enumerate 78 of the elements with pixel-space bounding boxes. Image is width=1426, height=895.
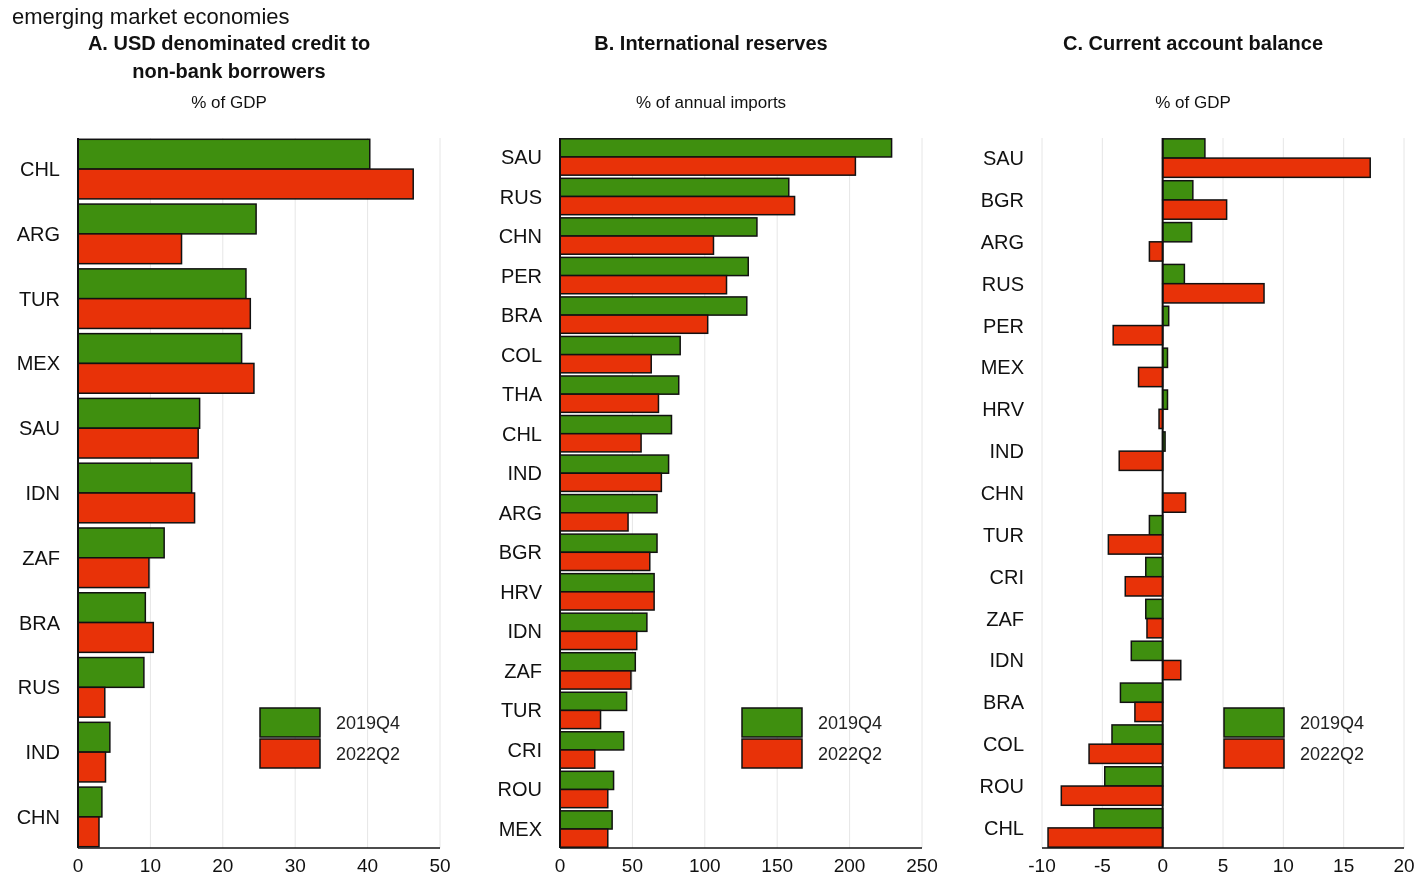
legend-label: 2019Q4 [818,713,883,733]
y-tick-label: RUS [981,272,1024,295]
y-tick-label: MEX [498,818,542,841]
legend-label: 2022Q2 [336,744,401,764]
y-tick-label: SAU [500,145,542,168]
y-tick-label: ARG [498,501,542,524]
x-tick-label: 200 [833,855,866,876]
y-tick-label: RUS [17,676,60,699]
y-tick-label: MEX [980,356,1024,379]
y-tick-label: ZAF [986,607,1024,630]
chart-title: B. International reserves [594,32,828,54]
y-tick-label: HRV [982,398,1025,421]
y-tick-label: BGR [498,541,542,564]
y-tick-label: IND [989,440,1024,463]
legend-label: 2019Q4 [336,713,401,733]
x-tick-label: 150 [761,855,794,876]
chart-subtitle: % of GDP [1155,93,1231,112]
x-tick-label: 0 [554,855,566,876]
y-tick-label: IDN [989,649,1024,672]
y-tick-label: PER [500,264,542,287]
y-tick-label: PER [982,314,1024,337]
legend-label: 2022Q2 [818,744,883,764]
x-tick-label: 20 [1393,855,1415,876]
legend-label: 2022Q2 [1300,744,1365,764]
y-tick-label: HRV [500,580,543,603]
y-tick-label: CHL [501,422,542,445]
chart-title: C. Current account balance [1062,32,1324,54]
y-tick-label: CHN [16,805,60,828]
x-tick-label: 15 [1333,855,1355,876]
y-tick-label: ZAF [504,659,542,682]
y-tick-label: BRA [500,304,543,327]
y-tick-label: TUR [18,287,60,310]
y-tick-label: THA [502,383,543,406]
y-tick-label: BRA [18,611,61,634]
chart-title: A. USD denominated credit to non-bank borrowers [87,32,371,82]
y-tick-label: ZAF [22,546,60,569]
x-tick-label: -10 [1028,855,1056,876]
x-tick-label: 30 [284,855,306,876]
y-tick-label: IND [25,741,60,764]
y-tick-label: TUR [500,699,542,722]
x-tick-label: 50 [429,855,451,876]
y-tick-label: BRA [982,691,1025,714]
y-tick-label: CHN [498,225,542,248]
x-tick-label: 0 [72,855,84,876]
x-tick-label: 100 [688,855,721,876]
chart-subtitle: % of annual imports [635,93,787,112]
y-tick-label: CHL [983,816,1024,839]
y-tick-label: IND [507,462,542,485]
x-tick-label: 10 [1272,855,1294,876]
y-tick-label: CHL [19,158,60,181]
y-tick-label: TUR [982,523,1024,546]
y-tick-label: SAU [982,147,1024,170]
x-tick-label: -5 [1093,855,1111,876]
y-tick-label: COL [982,733,1024,756]
y-tick-label: CRI [507,738,542,761]
y-tick-label: RUS [499,185,542,208]
y-tick-label: ARG [980,230,1024,253]
legend-label: 2019Q4 [1300,713,1365,733]
y-tick-label: IDN [25,482,60,504]
y-tick-label: ROU [979,775,1024,798]
x-tick-label: 0 [1157,855,1168,876]
y-tick-label: COL [500,343,542,366]
chart-subtitle: % of GDP [191,93,267,112]
y-tick-label: SAU [18,417,60,440]
text: emerging market economies [12,4,290,29]
y-tick-label: ROU [497,778,542,801]
x-tick-label: 20 [212,855,234,876]
x-tick-label: 10 [139,855,161,876]
y-tick-label: ARG [16,222,60,245]
y-tick-label: IDN [507,620,542,643]
y-tick-label: CHN [980,482,1024,504]
x-tick-label: 250 [906,855,938,876]
x-tick-label: 50 [621,855,643,876]
y-tick-label: BGR [980,188,1024,211]
x-tick-label: 5 [1217,855,1229,876]
y-tick-label: MEX [16,352,60,375]
x-tick-label: 40 [357,855,379,876]
y-tick-label: CRI [989,565,1024,588]
